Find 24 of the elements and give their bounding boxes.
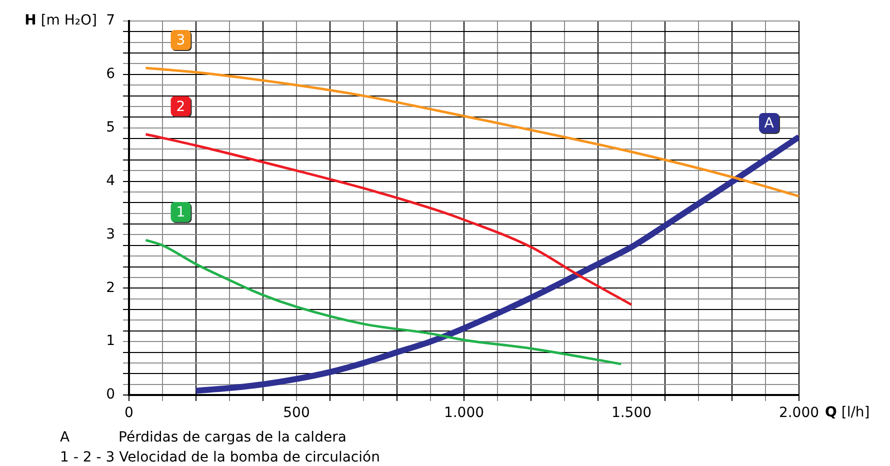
line-series xyxy=(144,66,799,198)
text: A Pérdidas de cargas de la caldera xyxy=(60,430,346,446)
y-tick-label: 4 xyxy=(106,172,116,189)
line-series xyxy=(144,238,622,366)
y-tick-label: 2 xyxy=(106,280,115,296)
y-tick-label: 3 xyxy=(106,226,115,242)
text: 1 - 2 - 3 Velocidad de la bomba de circulación xyxy=(60,450,380,466)
series-label: 2 xyxy=(176,98,186,115)
y-tick-label: 6 xyxy=(106,66,116,82)
series-label: 3 xyxy=(176,32,186,49)
x-tick-label: 2.000 xyxy=(778,405,820,422)
x-tick-label: 0 xyxy=(124,405,134,422)
x-axis-title: Q [l/h] xyxy=(825,404,870,421)
y-tick-label: 5 xyxy=(106,120,115,136)
y-axis-title: H [m H₂O] xyxy=(24,12,98,29)
x-tick-label: 500 xyxy=(283,405,310,422)
x-tick-label: 1.500 xyxy=(611,405,652,422)
text: 1 xyxy=(176,204,186,221)
x-tick-label: 1.000 xyxy=(444,405,484,422)
y-tick-label: 0 xyxy=(106,386,115,403)
series-label: A xyxy=(764,116,774,132)
y-tick-label: 1 xyxy=(106,333,115,350)
line-series xyxy=(144,133,633,306)
y-tick-label: 7 xyxy=(106,12,115,29)
